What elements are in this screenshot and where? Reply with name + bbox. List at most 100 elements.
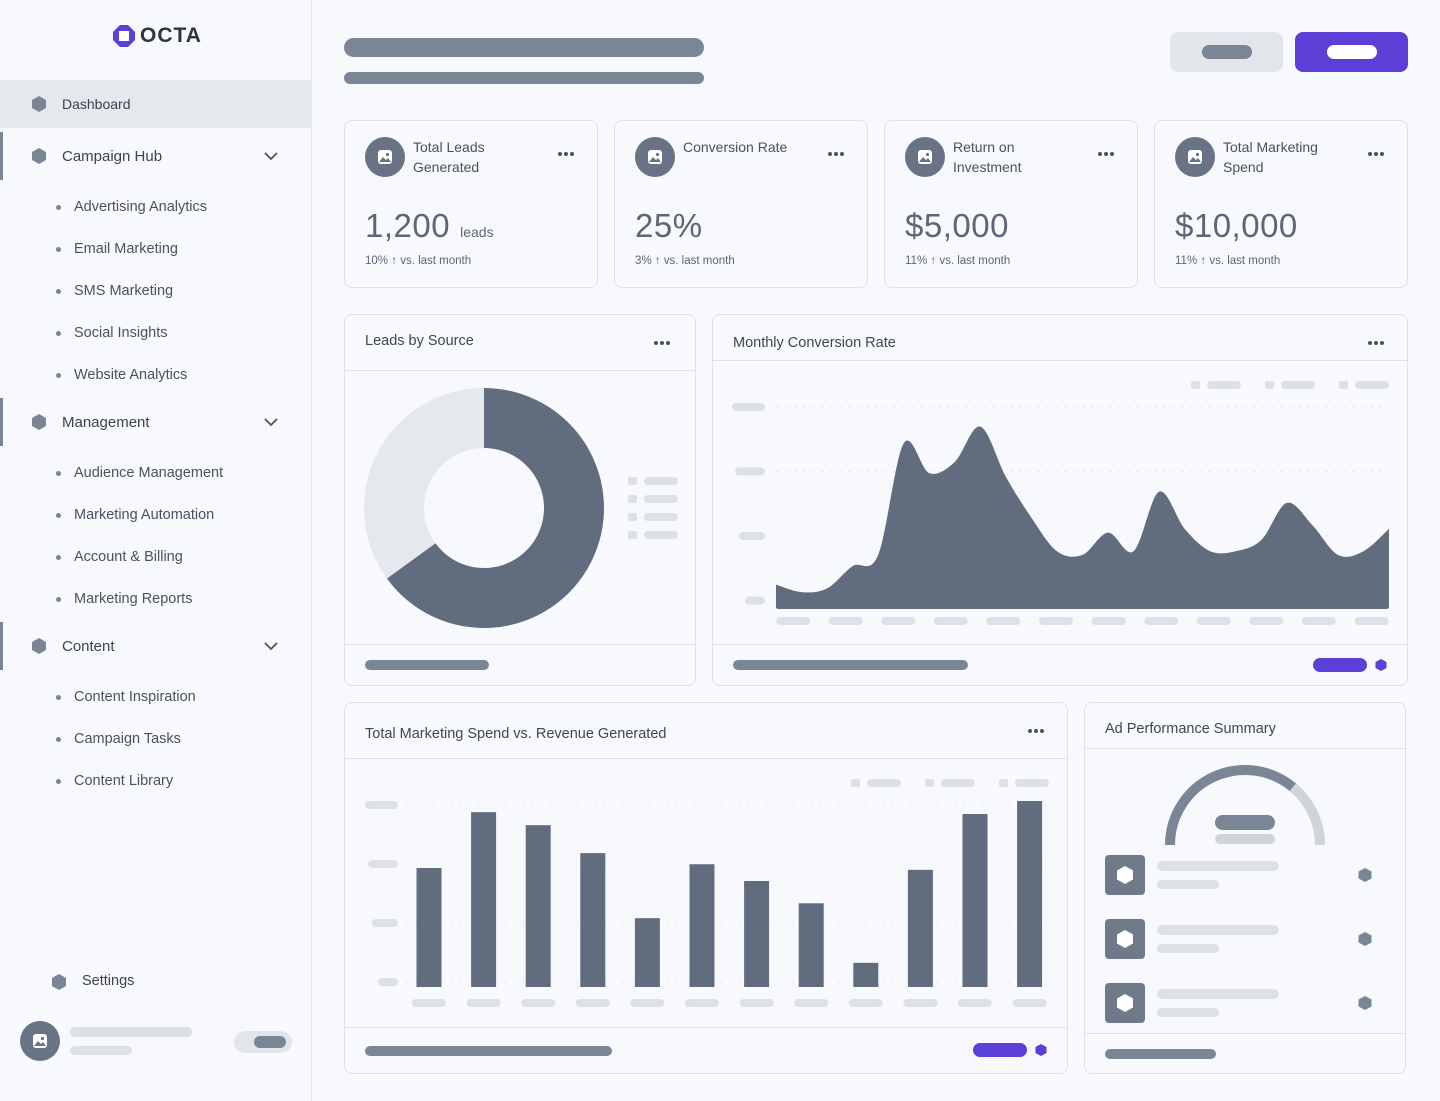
sidebar-item-marketing-reports[interactable]: Marketing Reports xyxy=(0,584,311,614)
more-options-icon[interactable] xyxy=(1027,728,1045,734)
bar xyxy=(634,918,660,987)
divider xyxy=(345,758,1067,759)
sidebar-item-advertising-analytics[interactable]: Advertising Analytics xyxy=(0,192,311,222)
sidebar-item-account-billing[interactable]: Account & Billing xyxy=(0,542,311,572)
sidebar-item-marketing-automation[interactable]: Marketing Automation xyxy=(0,500,311,530)
x-tick-placeholder xyxy=(1302,617,1336,625)
logo-text: OCTA xyxy=(140,24,202,47)
more-options-icon[interactable] xyxy=(1367,151,1385,157)
legend-label-placeholder xyxy=(867,779,901,787)
stat-value: 25% xyxy=(635,207,703,244)
sidebar-group-management[interactable]: Management xyxy=(0,398,311,446)
theme-toggle[interactable] xyxy=(234,1031,292,1053)
ad-row[interactable] xyxy=(1105,919,1385,959)
ad-subtitle-placeholder xyxy=(1157,880,1219,889)
x-tick-placeholder xyxy=(412,999,446,1007)
arrow-up-icon: ↑ xyxy=(391,255,397,267)
sidebar-item-email-marketing[interactable]: Email Marketing xyxy=(0,234,311,264)
stat-card-roi: Return on Investment $5,000 11% ↑ vs. la… xyxy=(884,120,1138,288)
x-tick-placeholder xyxy=(828,617,863,625)
sidebar-group-content[interactable]: Content xyxy=(0,622,311,670)
sidebar-item-settings[interactable]: Settings xyxy=(0,962,311,1002)
sidebar-item-dashboard[interactable]: Dashboard xyxy=(0,80,311,128)
donut-slice xyxy=(364,388,484,579)
y-tick-placeholder xyxy=(735,467,765,476)
image-icon xyxy=(905,137,945,177)
stat-card-marketing-spend: Total Marketing Spend $10,000 11% ↑ vs. … xyxy=(1154,120,1408,288)
stat-title: Total Leads Generated xyxy=(413,139,485,175)
donut-chart xyxy=(364,388,678,628)
primary-button[interactable] xyxy=(1295,32,1408,72)
x-tick-placeholder xyxy=(575,999,610,1007)
legend-swatch xyxy=(628,531,637,539)
delta-text: vs. last month xyxy=(663,255,735,267)
chevron-down-icon[interactable] xyxy=(262,149,280,163)
legend-swatch xyxy=(628,477,637,485)
accent-pill[interactable] xyxy=(1313,658,1367,672)
legend-swatch xyxy=(851,779,860,787)
sidebar-item-label: Campaign Tasks xyxy=(74,731,181,747)
hexagon-icon xyxy=(32,148,46,164)
x-tick-placeholder xyxy=(1249,617,1284,625)
sidebar-item-social-insights[interactable]: Social Insights xyxy=(0,318,311,348)
user-profile[interactable] xyxy=(20,1021,300,1061)
legend-swatch xyxy=(999,779,1008,787)
hexagon-icon xyxy=(1035,1044,1047,1056)
bar xyxy=(907,869,933,987)
panel-title: Leads by Source xyxy=(365,333,474,349)
sidebar-item-label: Marketing Automation xyxy=(74,507,215,523)
bullet xyxy=(56,204,61,210)
legend-swatch xyxy=(1265,381,1274,389)
sidebar-group-campaign-hub[interactable]: Campaign Hub xyxy=(0,132,311,180)
octa-logo[interactable]: OCTA xyxy=(112,24,202,48)
divider xyxy=(345,370,695,371)
gauge-value-placeholder xyxy=(1215,815,1275,830)
bullet xyxy=(56,512,61,518)
hexagon-icon xyxy=(1117,866,1133,884)
legend-swatch xyxy=(628,495,637,503)
ad-row[interactable] xyxy=(1105,983,1385,1023)
more-options-icon[interactable] xyxy=(653,340,671,346)
sidebar-item-content-library[interactable]: Content Library xyxy=(0,766,311,796)
chevron-down-icon[interactable] xyxy=(262,639,280,653)
arrow-up-icon: ↑ xyxy=(1200,255,1207,267)
more-options-icon[interactable] xyxy=(1367,340,1385,346)
divider xyxy=(345,1027,1067,1028)
more-options-icon[interactable] xyxy=(557,151,575,157)
sidebar-item-sms-marketing[interactable]: SMS Marketing xyxy=(0,276,311,306)
bullet xyxy=(56,694,61,700)
x-tick-placeholder xyxy=(794,999,829,1007)
stat-card-total-leads: Total Leads Generated 1,200 leads 10% ↑ v… xyxy=(344,120,598,288)
accent-pill[interactable] xyxy=(973,1043,1027,1057)
image-icon xyxy=(1175,137,1215,177)
chevron-down-icon[interactable] xyxy=(262,415,280,429)
page-title-placeholder xyxy=(344,38,704,57)
legend-label-placeholder xyxy=(644,495,678,503)
divider xyxy=(1085,748,1405,749)
footer-placeholder xyxy=(1105,1049,1216,1059)
avatar[interactable] xyxy=(20,1021,60,1061)
ad-row[interactable] xyxy=(1105,855,1385,895)
sidebar-item-campaign-tasks[interactable]: Campaign Tasks xyxy=(0,724,311,754)
more-options-icon[interactable] xyxy=(1097,151,1115,157)
sidebar-item-website-analytics[interactable]: Website Analytics xyxy=(0,360,311,390)
panel-title: Ad Performance Summary xyxy=(1105,721,1276,737)
bar-chart xyxy=(365,779,1049,1007)
footer-placeholder xyxy=(365,660,489,670)
panel-spend-vs-revenue: Total Marketing Spend vs. Revenue Genera… xyxy=(344,702,1068,1074)
stat-delta: 11% ↑ vs. last month xyxy=(905,255,1010,267)
y-tick-placeholder xyxy=(372,919,398,927)
stat-title: Return on Investment xyxy=(953,139,1022,175)
secondary-button[interactable] xyxy=(1170,32,1283,72)
sidebar-item-content-inspiration[interactable]: Content Inspiration xyxy=(0,682,311,712)
gauge-fill xyxy=(1165,765,1296,846)
divider xyxy=(345,644,695,645)
sidebar-item-label: Social Insights xyxy=(74,325,168,341)
sidebar-item-audience-management[interactable]: Audience Management xyxy=(0,458,311,488)
bullet xyxy=(56,736,61,742)
bullet xyxy=(56,372,61,378)
gauge-track xyxy=(1289,783,1325,846)
stat-delta: 3% ↑ vs. last month xyxy=(635,255,735,267)
bullet xyxy=(56,554,61,560)
more-options-icon[interactable] xyxy=(827,151,845,157)
